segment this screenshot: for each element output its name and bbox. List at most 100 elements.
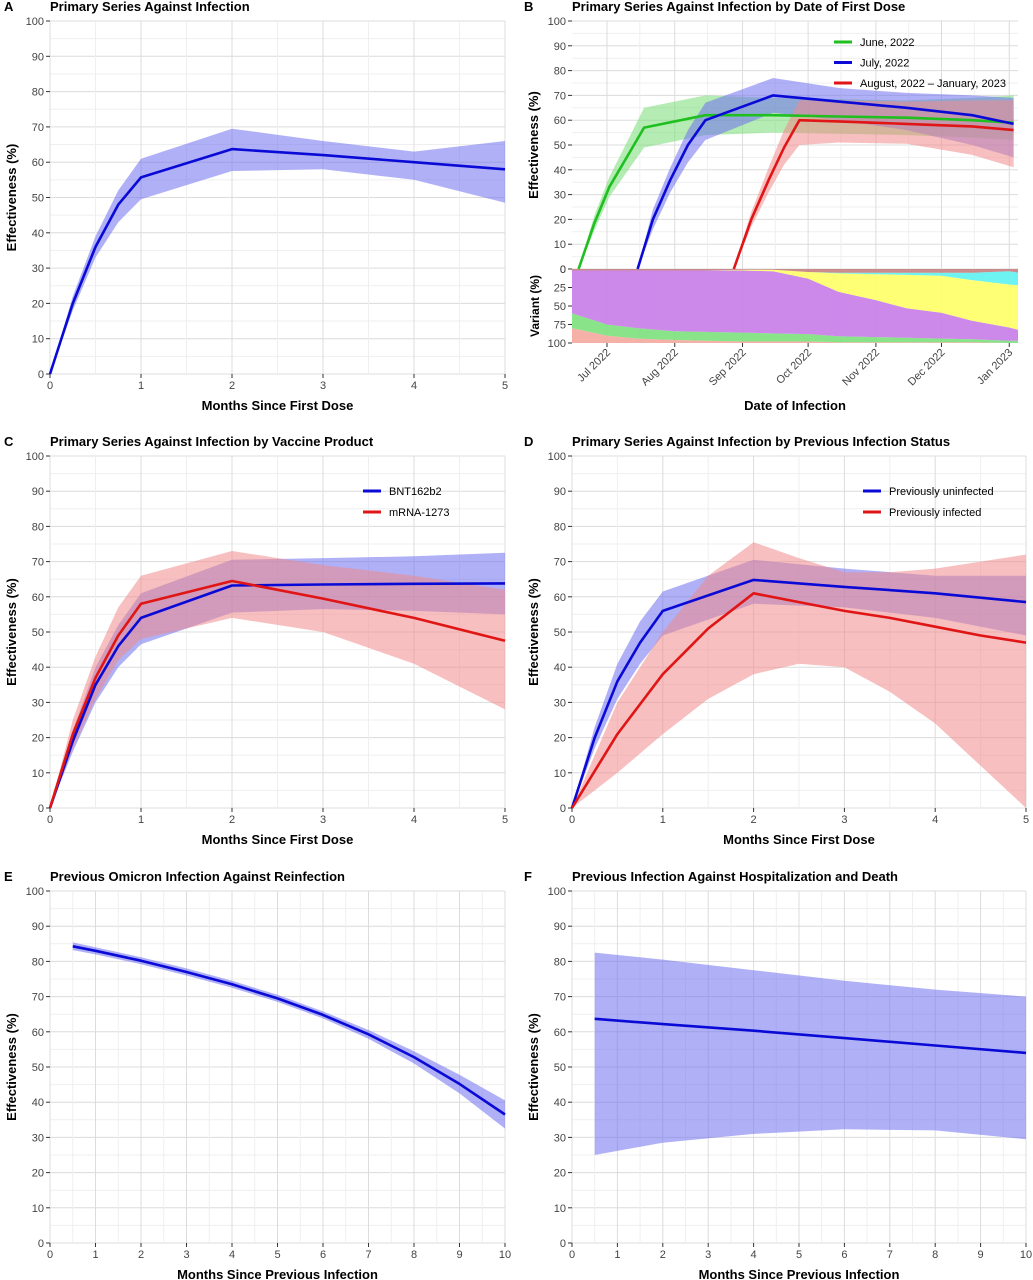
x-tick-label: 6 <box>320 1249 326 1261</box>
y-tick-label: 80 <box>32 521 44 533</box>
y-tick-label: 70 <box>554 557 566 569</box>
x-tick-label: 5 <box>502 380 508 392</box>
series-line-0 <box>570 578 1027 809</box>
y-tick-label: 70 <box>32 122 44 134</box>
series-line-1 <box>48 579 506 809</box>
panel-a: A Primary Series Against Infection0102030… <box>4 0 508 413</box>
panel-letter: A <box>4 0 14 14</box>
y-tick-label: 0 <box>560 803 566 815</box>
y-tick-label: 40 <box>554 1097 566 1109</box>
x-tick-label: 4 <box>411 380 417 392</box>
x-tick-label: 5 <box>502 814 508 826</box>
x-tick-label: 0 <box>47 1249 53 1261</box>
y-tick-label: 70 <box>32 557 44 569</box>
y-tick-label: 70 <box>554 90 566 102</box>
y-tick-label: 90 <box>32 486 44 498</box>
chart-title: Previous Omicron Infection Against Reinf… <box>50 869 345 884</box>
series-line-0 <box>48 582 506 809</box>
y-tick-label: 10 <box>32 1203 44 1215</box>
x-tick-label: 10 <box>499 1249 511 1261</box>
variant-y-tick-label: 100 <box>548 338 566 350</box>
y-tick-label: 100 <box>548 886 566 898</box>
x-tick-label: Jul 2022 <box>575 347 613 385</box>
y-axis-label: Effectiveness (%) <box>4 1013 19 1121</box>
x-tick-label: 2 <box>229 380 235 392</box>
x-tick-label: 1 <box>92 1249 98 1261</box>
y-tick-label: 90 <box>554 921 566 933</box>
series-line-0 <box>72 945 506 1116</box>
y-tick-label: 50 <box>554 627 566 639</box>
y-tick-label: 100 <box>26 886 44 898</box>
x-tick-label: 5 <box>274 1249 280 1261</box>
y-axis-label: Effectiveness (%) <box>4 144 19 252</box>
x-tick-label: 2 <box>660 1249 666 1261</box>
x-tick-label: Aug 2022 <box>639 347 681 389</box>
legend-label: Previously infected <box>889 507 981 519</box>
x-axis-label: Months Since First Dose <box>202 832 354 847</box>
y-tick-label: 60 <box>32 1027 44 1039</box>
x-axis-label: Months Since First Dose <box>202 398 354 413</box>
panel-letter: E <box>4 869 13 884</box>
y-tick-label: 70 <box>554 992 566 1004</box>
variant-y-tick-label: 75 <box>554 320 566 332</box>
legend-label: June, 2022 <box>860 37 914 49</box>
series-line-1 <box>636 94 1014 270</box>
y-tick-label: 30 <box>32 697 44 709</box>
x-tick-label: 0 <box>47 380 53 392</box>
x-tick-label: 1 <box>138 380 144 392</box>
y-tick-label: 80 <box>554 521 566 533</box>
variant-layer-2 <box>572 270 1018 341</box>
y-tick-label: 40 <box>32 662 44 674</box>
confidence-band-2 <box>733 100 1014 270</box>
y-tick-label: 10 <box>554 1203 566 1215</box>
y-tick-label: 0 <box>38 803 44 815</box>
y-tick-label: 10 <box>554 768 566 780</box>
x-tick-label: 9 <box>978 1249 984 1261</box>
y-axis-label: Effectiveness (%) <box>4 578 19 686</box>
variant-layer-5 <box>572 269 1018 273</box>
y-tick-label: 60 <box>554 1027 566 1039</box>
y-tick-label: 30 <box>32 1132 44 1144</box>
y-tick-label: 90 <box>32 921 44 933</box>
variant-area-chart: 0 25 50 75 100 Variant (%) <box>528 264 1018 350</box>
y-tick-label: 40 <box>554 662 566 674</box>
x-tick-label: 3 <box>705 1249 711 1261</box>
y-tick-label: 50 <box>554 1062 566 1074</box>
y-tick-label: 60 <box>554 592 566 604</box>
panel-b: B Primary Series Against Infection by Dat… <box>524 0 1018 413</box>
series-line-1 <box>570 591 1027 809</box>
x-tick-label: 2 <box>229 814 235 826</box>
y-tick-label: 80 <box>554 66 566 78</box>
legend-label: Previously uninfected <box>889 486 994 498</box>
y-tick-label: 10 <box>32 768 44 780</box>
y-tick-label: 40 <box>554 165 566 177</box>
confidence-band-1 <box>50 551 505 808</box>
x-tick-label: 0 <box>569 814 575 826</box>
y-tick-label: 10 <box>32 334 44 346</box>
y-tick-label: 100 <box>26 16 44 28</box>
y-tick-label: 20 <box>554 214 566 226</box>
chart-title: Primary Series Against Infection by Vacc… <box>50 434 374 449</box>
panel-letter: D <box>524 434 533 449</box>
x-tick-label: 3 <box>841 814 847 826</box>
y-tick-label: 0 <box>38 1238 44 1250</box>
panel-letter: C <box>4 434 14 449</box>
gridlines <box>49 890 506 1244</box>
variant-y-tick-label: 25 <box>554 283 566 295</box>
y-tick-label: 20 <box>32 733 44 745</box>
series-line-0 <box>594 1017 1027 1055</box>
y-tick-label: 10 <box>554 239 566 251</box>
y-tick-label: 50 <box>32 193 44 205</box>
y-tick-label: 90 <box>32 51 44 63</box>
confidence-band-0 <box>594 952 1026 1155</box>
y-tick-label: 50 <box>32 1062 44 1074</box>
panel-letter: B <box>524 0 533 14</box>
x-tick-label: 4 <box>229 1249 235 1261</box>
x-tick-label: Dec 2022 <box>906 347 948 389</box>
x-tick-label: 7 <box>365 1249 371 1261</box>
variant-layer-0 <box>572 328 1018 343</box>
chart-title: Primary Series Against Infection by Date… <box>572 0 905 14</box>
y-tick-label: 50 <box>554 140 566 152</box>
chart-title: Primary Series Against Infection by Prev… <box>572 434 950 449</box>
